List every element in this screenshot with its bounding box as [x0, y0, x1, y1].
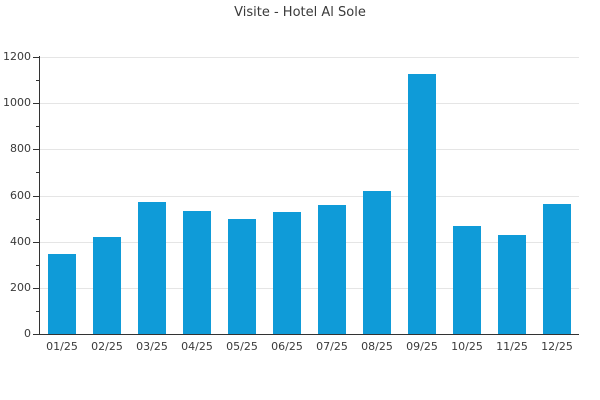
y-tick-1000	[33, 103, 40, 104]
y-tick-400	[33, 242, 40, 243]
bar-01/25	[48, 254, 76, 334]
bar-09/25	[408, 74, 436, 334]
x-tick-label-08/25: 08/25	[361, 340, 393, 353]
y-tick-600	[33, 196, 40, 197]
y-tick-0	[33, 334, 40, 335]
x-tick-label-11/25: 11/25	[496, 340, 528, 353]
x-tick-label-10/25: 10/25	[451, 340, 483, 353]
y-tick-label-0: 0	[24, 327, 31, 340]
y-tick-label-800: 800	[10, 142, 31, 155]
y-tick-200	[33, 288, 40, 289]
bar-08/25	[363, 191, 391, 334]
x-tick-label-01/25: 01/25	[46, 340, 78, 353]
bar-05/25	[228, 219, 256, 334]
y-minor-tick-500	[36, 219, 40, 220]
gridline-1000	[40, 103, 579, 104]
y-tick-label-400: 400	[10, 235, 31, 248]
x-tick-label-02/25: 02/25	[91, 340, 123, 353]
y-minor-tick-900	[36, 126, 40, 127]
y-minor-tick-700	[36, 172, 40, 173]
plot-area	[40, 57, 579, 334]
x-tick-label-03/25: 03/25	[136, 340, 168, 353]
y-minor-tick-300	[36, 265, 40, 266]
gridline-400	[40, 242, 579, 243]
x-tick-label-09/25: 09/25	[406, 340, 438, 353]
y-axis-line	[39, 56, 40, 335]
y-tick-label-200: 200	[10, 281, 31, 294]
chart-title: Visite - Hotel Al Sole	[234, 5, 366, 20]
bar-03/25	[138, 202, 166, 334]
bar-12/25	[543, 204, 571, 334]
y-tick-label-600: 600	[10, 189, 31, 202]
x-tick-label-04/25: 04/25	[181, 340, 213, 353]
y-minor-tick-100	[36, 311, 40, 312]
bar-02/25	[93, 237, 121, 334]
bar-10/25	[453, 226, 481, 334]
gridline-600	[40, 196, 579, 197]
y-minor-tick-1100	[36, 80, 40, 81]
x-axis-line	[39, 334, 579, 335]
gridline-200	[40, 288, 579, 289]
x-tick-label-12/25: 12/25	[541, 340, 573, 353]
y-tick-label-1200: 1200	[3, 50, 31, 63]
bar-06/25	[273, 212, 301, 334]
y-tick-label-1000: 1000	[3, 96, 31, 109]
bar-04/25	[183, 211, 211, 334]
y-tick-1200	[33, 57, 40, 58]
bar-07/25	[318, 205, 346, 334]
x-tick-label-06/25: 06/25	[271, 340, 303, 353]
gridline-800	[40, 149, 579, 150]
gridline-1200	[40, 57, 579, 58]
x-tick-label-07/25: 07/25	[316, 340, 348, 353]
x-tick-label-05/25: 05/25	[226, 340, 258, 353]
y-tick-800	[33, 149, 40, 150]
bar-11/25	[498, 235, 526, 334]
